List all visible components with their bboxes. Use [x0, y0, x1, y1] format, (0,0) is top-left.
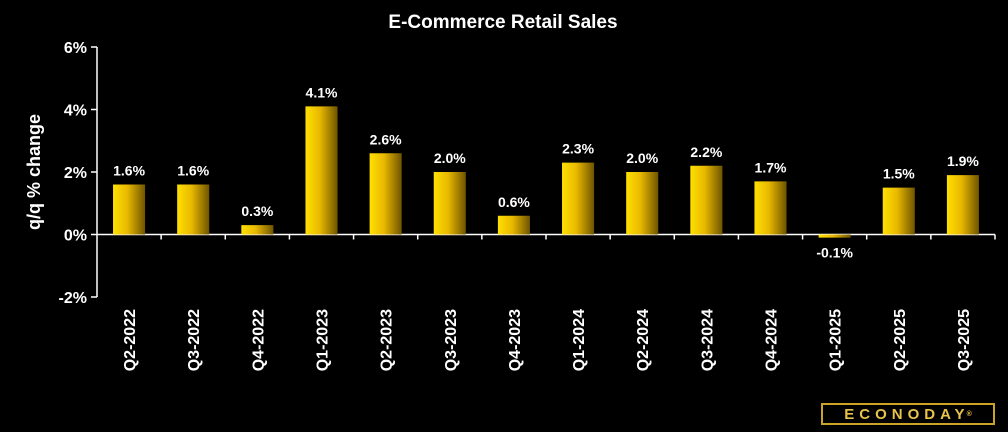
bar — [946, 175, 979, 235]
x-tick-label: Q4-2022 — [250, 309, 267, 371]
bar — [754, 181, 787, 235]
bar — [433, 172, 466, 235]
data-label: 1.9% — [947, 153, 979, 169]
data-label: 2.0% — [626, 150, 658, 166]
data-label: 0.6% — [498, 194, 530, 210]
x-tick-label: Q1-2023 — [315, 309, 332, 371]
data-label: 2.6% — [370, 131, 402, 147]
data-label: 1.6% — [177, 163, 209, 179]
data-label: 2.2% — [690, 144, 722, 160]
x-tick-label: Q4-2024 — [764, 309, 781, 371]
econoday-logo: ECONODAY ® — [821, 403, 995, 425]
bar — [882, 187, 915, 235]
y-tick-label: 2% — [64, 165, 87, 182]
y-tick-label: -2% — [59, 290, 87, 307]
bar — [626, 172, 659, 235]
bar — [113, 184, 146, 235]
bar — [818, 234, 851, 238]
bar — [177, 184, 210, 235]
data-label: 2.3% — [562, 141, 594, 157]
bar — [690, 165, 723, 235]
x-tick-label: Q4-2023 — [507, 309, 524, 371]
x-tick-label: Q2-2024 — [635, 309, 652, 371]
x-tick-label: Q3-2024 — [699, 309, 716, 371]
x-tick-label: Q2-2022 — [122, 309, 139, 371]
bar — [562, 162, 595, 235]
data-label: 1.6% — [113, 163, 145, 179]
x-tick-label: Q3-2022 — [186, 309, 203, 371]
data-label: 1.5% — [883, 166, 915, 182]
logo-mark: ® — [966, 410, 972, 418]
data-label: 4.1% — [306, 84, 338, 100]
x-tick-label: Q3-2025 — [956, 309, 973, 371]
data-label: -0.1% — [816, 245, 853, 261]
chart-title: E-Commerce Retail Sales — [388, 12, 617, 33]
x-tick-label: Q2-2025 — [892, 309, 909, 371]
x-tick-label: Q1-2025 — [828, 309, 845, 371]
x-tick-label: Q3-2023 — [443, 309, 460, 371]
bar — [241, 225, 274, 235]
y-axis-label: q/q % change — [24, 114, 44, 230]
x-tick-label: Q2-2023 — [379, 309, 396, 371]
data-label: 0.3% — [241, 203, 273, 219]
bar — [369, 153, 402, 235]
x-tick-label: Q1-2024 — [571, 309, 588, 371]
data-label: 1.7% — [755, 159, 787, 175]
y-tick-label: 0% — [64, 228, 87, 245]
bar — [305, 106, 338, 235]
bar — [497, 215, 530, 235]
data-label: 2.0% — [434, 150, 466, 166]
y-tick-label: 6% — [64, 40, 87, 57]
logo-text: ECONODAY — [844, 405, 970, 423]
y-tick-label: 4% — [64, 103, 87, 120]
